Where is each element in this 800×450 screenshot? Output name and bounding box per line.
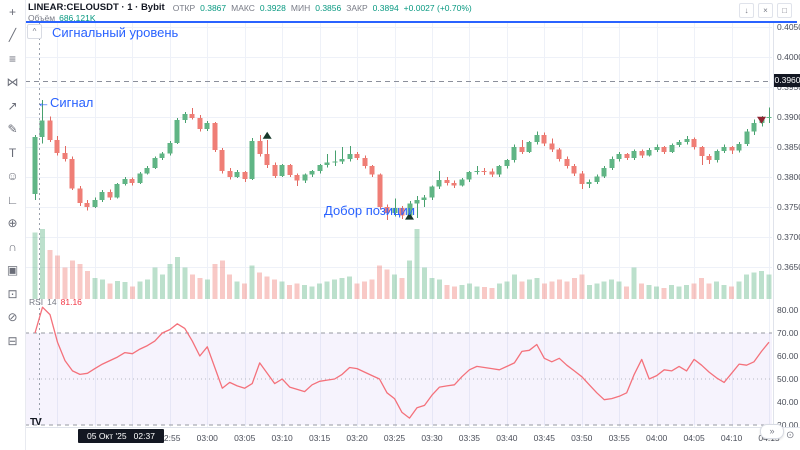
lock-icon[interactable]: ⊡ (7, 286, 18, 301)
legend-collapse-button[interactable]: ^ (27, 24, 42, 39)
rsi-axis-label: 50.00 (777, 374, 799, 384)
drawing-toolbar: + ╱ ≡ ⋈ ↗ ✎ T ☺ ∟ ⊕ ∩ ▣ ⊡ ⊘ ⊟ (0, 0, 26, 450)
rsi-legend[interactable]: RSI 14 81.16 (29, 297, 82, 307)
rsi-period: 14 (47, 297, 57, 307)
tradingview-logo[interactable]: TV (30, 417, 42, 428)
symbol-title[interactable]: LINEAR:CELOUSDT · 1 · Bybit (28, 2, 165, 13)
annotation-signal-level[interactable]: Сигнальный уровень (52, 25, 179, 40)
maximize-pane-button[interactable]: □ (777, 3, 792, 18)
close-value: 0.3894 (372, 2, 399, 13)
time-axis-label: 03:40 (496, 433, 518, 443)
low-value: 0.3856 (315, 2, 342, 13)
time-axis-label: 02:55 (159, 433, 181, 443)
close-pane-button[interactable]: × (758, 3, 773, 18)
signal-level-price-badge: 0.3960 (774, 74, 800, 87)
crosshair-icon[interactable]: + (8, 4, 16, 19)
time-axis[interactable]: 05 Окт '25 02:37 02:4502:5002:5503:0003:… (0, 427, 800, 450)
volume-label: Объём (28, 12, 56, 23)
time-axis-label: 03:50 (571, 433, 593, 443)
rsi-axis-label: 80.00 (777, 305, 799, 315)
trade-marker (757, 116, 767, 124)
open-label: ОТКР (172, 2, 196, 13)
pane-buttons: ↓ × □ (739, 3, 792, 18)
volume-legend: Объём 686.121K (28, 13, 96, 23)
high-value: 0.3928 (259, 2, 286, 13)
rsi-axis-label: 40.00 (777, 397, 799, 407)
drawing-mode-icon[interactable]: ▣ (6, 263, 19, 278)
rsi-value: 81.16 (60, 297, 82, 307)
crosshair-time-badge: 05 Окт '25 02:37 (78, 429, 164, 443)
time-axis-label: 03:15 (308, 433, 331, 443)
jump-to-latest-button[interactable]: » (760, 424, 784, 439)
clock-icon[interactable]: ⊙ (786, 430, 795, 441)
trade-marker (262, 131, 272, 139)
time-axis-label: 03:35 (458, 433, 481, 443)
delete-drawings-icon[interactable]: ⊟ (7, 333, 18, 348)
fib-retracement-icon[interactable]: ≡ (8, 51, 16, 66)
rsi-axis-label: 60.00 (777, 351, 799, 361)
rsi-axis-label: 30.00 (777, 420, 799, 430)
time-axis-label: 04:00 (646, 433, 668, 443)
time-axis-label: 04:05 (683, 433, 705, 443)
pattern-icon[interactable]: ⋈ (6, 75, 19, 90)
time-axis-label: 03:20 (346, 433, 368, 443)
open-value: 0.3867 (200, 2, 227, 13)
time-axis-label: 03:10 (271, 433, 293, 443)
emoji-icon[interactable]: ☺ (6, 169, 19, 184)
high-label: МАКС (231, 2, 255, 13)
measure-icon[interactable]: ∟ (6, 192, 19, 207)
hide-drawings-icon[interactable]: ⊘ (7, 310, 18, 325)
annotation-add-position[interactable]: Добор позиции (324, 203, 416, 218)
time-axis-label: 03:45 (533, 433, 555, 443)
time-axis-label: 03:30 (421, 433, 443, 443)
change-value: +0.0027 (+0.70%) (403, 2, 472, 13)
rsi-title: RSI (29, 297, 44, 307)
time-axis-label: 03:00 (196, 433, 218, 443)
time-axis-label: 04:10 (720, 433, 743, 443)
time-axis-label: 03:05 (234, 433, 256, 443)
close-label: ЗАКР (346, 2, 368, 13)
symbol-legend: LINEAR:CELOUSDT · 1 · Bybit ОТКР 0.3867 … (28, 2, 472, 13)
volume-value: 686.121K (59, 12, 96, 23)
trade-marker (405, 212, 414, 220)
low-label: МИН (290, 2, 311, 13)
time-axis-label: 03:55 (608, 433, 630, 443)
zoom-in-icon[interactable]: ⊕ (7, 216, 18, 231)
move-pane-down-button[interactable]: ↓ (739, 3, 754, 18)
magnet-icon[interactable]: ∩ (8, 239, 17, 254)
brush-icon[interactable]: ✎ (7, 122, 18, 137)
header-separator (25, 21, 797, 23)
rsi-axis-label: 70.00 (777, 328, 799, 338)
forecast-icon[interactable]: ↗ (7, 98, 18, 113)
time-axis-label: 03:25 (383, 433, 406, 443)
price-axis-label: 0.3650 (777, 262, 800, 272)
trend-line-icon[interactable]: ╱ (8, 28, 17, 43)
annotation-signal[interactable]: ←Сигнал (37, 95, 94, 110)
text-tool-icon[interactable]: T (8, 145, 17, 160)
